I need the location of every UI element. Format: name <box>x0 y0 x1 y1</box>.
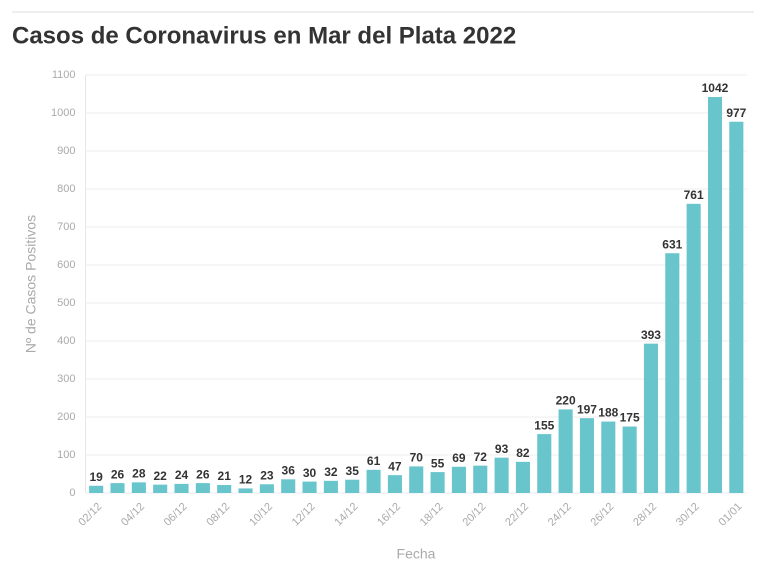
bar <box>686 203 701 493</box>
value-label: 393 <box>641 328 661 342</box>
bar <box>281 479 296 493</box>
bar <box>601 421 616 493</box>
bar <box>473 465 488 493</box>
x-tick-label: 28/12 <box>631 501 659 529</box>
y-tick-label: 200 <box>57 411 75 423</box>
bar <box>729 121 744 494</box>
x-tick-label: 01/01 <box>717 501 745 529</box>
bar <box>451 466 466 493</box>
x-tick-label: 18/12 <box>418 501 446 529</box>
bar <box>558 409 573 493</box>
value-label: 977 <box>726 106 746 120</box>
value-label: 28 <box>132 467 146 481</box>
y-tick-label: 600 <box>57 259 75 271</box>
value-label: 72 <box>474 450 488 464</box>
value-label: 36 <box>282 463 296 477</box>
bar <box>622 426 637 493</box>
value-label: 69 <box>452 451 466 465</box>
bar <box>665 253 680 493</box>
bar <box>643 343 659 493</box>
bar <box>366 469 381 493</box>
y-tick-label: 400 <box>57 335 75 347</box>
bar <box>515 461 530 493</box>
bar <box>345 479 360 493</box>
bar <box>323 480 338 493</box>
bar <box>89 485 104 493</box>
y-axis-label: Nº de Casos Positivos <box>23 215 39 353</box>
x-tick-label: 10/12 <box>247 501 275 529</box>
bar <box>259 484 274 493</box>
x-tick-label: 26/12 <box>589 501 617 529</box>
x-tick-label: 22/12 <box>503 501 531 529</box>
x-tick-label: 16/12 <box>375 501 403 529</box>
value-label: 82 <box>516 446 530 460</box>
bar <box>387 475 402 493</box>
bar <box>238 488 253 493</box>
y-tick-label: 300 <box>57 373 75 385</box>
bar <box>302 481 317 493</box>
value-label: 175 <box>620 411 640 425</box>
x-tick-label: 12/12 <box>290 501 318 529</box>
bar <box>153 484 168 493</box>
x-tick-label: 20/12 <box>460 501 488 529</box>
value-label: 70 <box>410 451 424 465</box>
value-label: 26 <box>111 467 125 481</box>
value-label: 35 <box>346 464 360 478</box>
bar <box>409 466 424 493</box>
value-label: 32 <box>324 465 338 479</box>
value-label: 22 <box>154 469 168 483</box>
value-label: 631 <box>662 237 682 251</box>
value-label: 21 <box>218 469 232 483</box>
y-tick-label: 0 <box>69 487 75 499</box>
bar <box>707 97 723 493</box>
x-tick-label: 30/12 <box>674 501 702 529</box>
value-label: 47 <box>388 459 402 473</box>
value-label: 188 <box>598 406 618 420</box>
y-tick-label: 700 <box>57 221 75 233</box>
y-tick-label: 1000 <box>51 107 75 119</box>
y-tick-label: 900 <box>57 145 75 157</box>
value-label: 93 <box>495 442 509 456</box>
bar <box>110 483 125 493</box>
bar <box>579 418 595 493</box>
value-label: 24 <box>175 468 189 482</box>
value-label: 220 <box>556 394 576 408</box>
x-tick-label: 06/12 <box>162 501 190 529</box>
value-label: 30 <box>303 466 317 480</box>
value-label: 12 <box>239 473 253 487</box>
y-tick-label: 500 <box>57 297 75 309</box>
chart-title: Casos de Coronavirus en Mar del Plata 20… <box>12 22 516 49</box>
value-label: 1042 <box>702 81 729 95</box>
bar <box>430 472 445 493</box>
value-label: 155 <box>534 418 554 432</box>
bar <box>217 485 232 493</box>
bar <box>537 434 552 493</box>
bar <box>494 457 509 493</box>
y-tick-label: 800 <box>57 183 75 195</box>
value-label: 197 <box>577 402 597 416</box>
y-tick-label: 1100 <box>52 69 76 81</box>
value-label: 55 <box>431 456 445 470</box>
bar <box>195 483 210 493</box>
x-tick-label: 14/12 <box>332 501 360 529</box>
x-axis-label: Fecha <box>397 546 436 562</box>
x-tick-label: 24/12 <box>546 501 574 529</box>
value-label: 23 <box>260 468 274 482</box>
x-tick-label: 08/12 <box>204 501 232 529</box>
y-tick-label: 100 <box>57 449 75 461</box>
x-tick-label: 02/12 <box>76 501 104 529</box>
value-label: 26 <box>196 467 210 481</box>
value-label: 761 <box>684 188 704 202</box>
x-tick-label: 04/12 <box>119 501 147 529</box>
bar <box>174 483 189 493</box>
bar <box>131 482 146 493</box>
value-label: 19 <box>89 470 103 484</box>
value-label: 61 <box>367 454 381 468</box>
